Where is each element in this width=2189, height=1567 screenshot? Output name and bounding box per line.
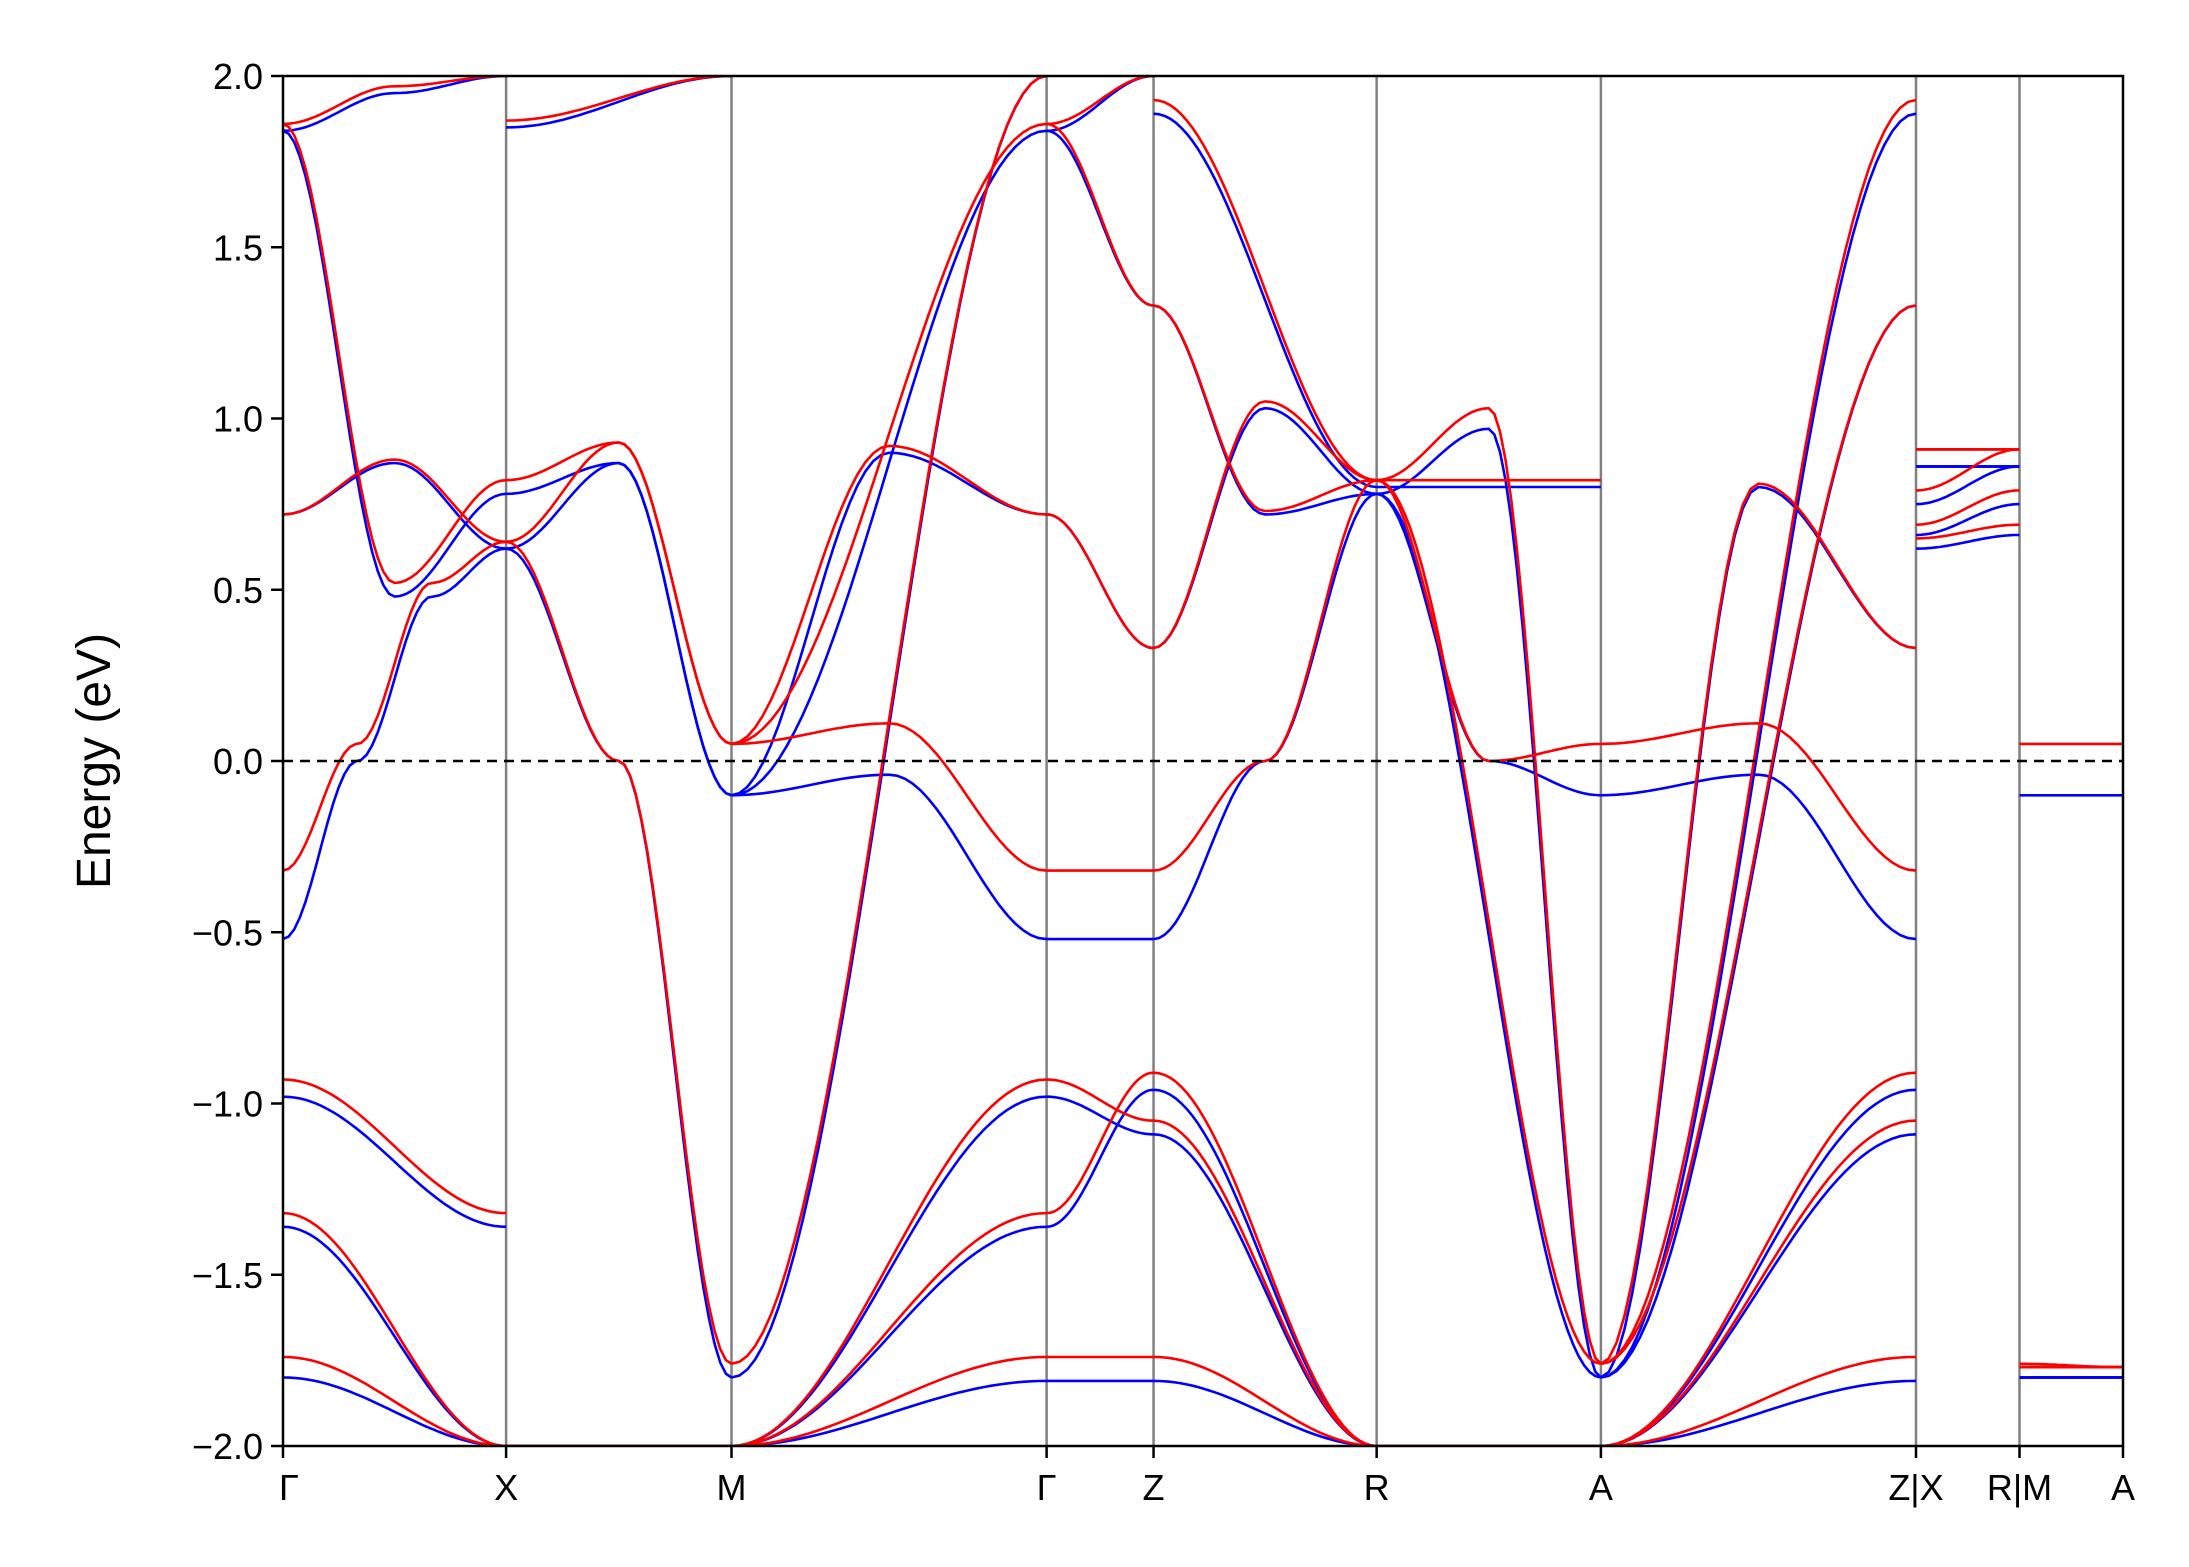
y-tick-label: 0.5 xyxy=(213,570,263,611)
x-axis-ticks: Γ X M Γ Z R A Z|X R|M A xyxy=(279,1446,2135,1508)
band-lines xyxy=(283,76,2123,1446)
y-tick-label: 1.5 xyxy=(213,227,263,268)
x-tick-label: Γ xyxy=(1037,1467,1057,1508)
x-tick-label: R xyxy=(1364,1467,1390,1508)
y-tick-label: 2.0 xyxy=(213,56,263,97)
band-line xyxy=(283,465,2123,1446)
y-tick-label: −0.5 xyxy=(192,912,263,953)
x-tick-label: M xyxy=(717,1467,747,1508)
y-axis-ticks: 2.0 1.5 1.0 0.5 0.0 −0.5 −1.0 −1.5 −2.0 xyxy=(192,56,283,1467)
x-tick-label: R|M xyxy=(1987,1467,2052,1508)
x-tick-label: Γ xyxy=(279,1467,299,1508)
y-axis-label: Energy (eV) xyxy=(68,633,121,889)
x-tick-label: Z|X xyxy=(1888,1467,1943,1508)
y-tick-label: 0.0 xyxy=(213,741,263,782)
x-tick-label: A xyxy=(1589,1467,1613,1508)
x-tick-label: Z xyxy=(1143,1467,1165,1508)
x-tick-label: A xyxy=(2111,1467,2135,1508)
x-tick-label: X xyxy=(494,1467,518,1508)
y-tick-label: −1.5 xyxy=(192,1255,263,1296)
y-tick-label: −2.0 xyxy=(192,1426,263,1467)
y-tick-label: −1.0 xyxy=(192,1084,263,1125)
band-line xyxy=(283,448,2123,1446)
y-tick-label: 1.0 xyxy=(213,399,263,440)
